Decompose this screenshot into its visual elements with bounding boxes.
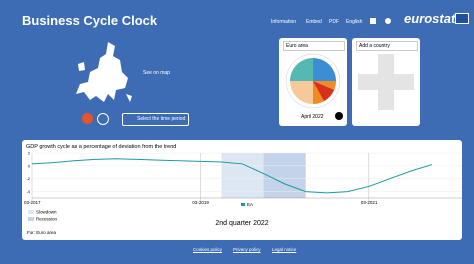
eu-flag bbox=[455, 13, 469, 24]
placeholder bbox=[358, 74, 414, 90]
info-icon[interactable] bbox=[335, 112, 343, 120]
clock bbox=[285, 53, 341, 109]
period: 2nd quarter 2022 bbox=[215, 220, 269, 227]
line bbox=[31, 158, 433, 194]
chart-panel: GDP growth cycle as a percentage of devi… bbox=[22, 140, 462, 240]
x-tick-label: 03-2019 bbox=[192, 200, 209, 205]
y-tick-label: -4 bbox=[26, 189, 30, 194]
play-button[interactable] bbox=[97, 113, 109, 125]
facebook-icon[interactable] bbox=[370, 18, 376, 24]
map-link[interactable]: See on map bbox=[143, 70, 170, 76]
y-tick-label: -2 bbox=[26, 176, 30, 181]
nav-link[interactable]: English bbox=[346, 19, 363, 25]
legend-label: Slowdown bbox=[36, 210, 57, 215]
pause-button[interactable] bbox=[82, 113, 93, 124]
nav-link[interactable]: PDF bbox=[329, 19, 339, 25]
chart-title: GDP growth cycle as a percentage of devi… bbox=[26, 144, 176, 150]
phase-band bbox=[221, 153, 264, 198]
legend-label: EA bbox=[247, 202, 253, 207]
legend-label: Recession bbox=[36, 217, 58, 222]
twitter-icon[interactable] bbox=[385, 18, 391, 24]
clock-panel: Euro area April 2022 bbox=[279, 38, 347, 126]
phase-band bbox=[263, 153, 306, 198]
footer-link[interactable]: Cookies policy bbox=[193, 247, 223, 252]
x-tick-label: 03-2021 bbox=[361, 200, 378, 205]
compare-panel: Add a country bbox=[352, 38, 420, 126]
legend-swatch bbox=[28, 217, 34, 221]
clock-date: April 2022 bbox=[301, 114, 324, 120]
footer-link[interactable]: Legal notice bbox=[272, 247, 297, 252]
chart: GDP growth cycle as a percentage of devi… bbox=[24, 144, 462, 222]
selection: For: Euro area bbox=[27, 230, 57, 235]
dropdown[interactable]: Add a country bbox=[356, 41, 418, 51]
x-tick-label: 03-2017 bbox=[24, 200, 41, 205]
footer-link[interactable]: Privacy policy bbox=[233, 247, 261, 252]
nav-link[interactable]: Embed bbox=[306, 19, 322, 25]
y-tick-label: 0 bbox=[28, 163, 31, 168]
time-button[interactable]: Select the time period bbox=[122, 113, 190, 126]
logo[interactable]: eurostat bbox=[404, 11, 456, 26]
legend-swatch bbox=[28, 210, 34, 214]
y-tick-label: 2 bbox=[28, 151, 31, 156]
app-title: Business Cycle Clock bbox=[22, 13, 158, 28]
map[interactable] bbox=[70, 38, 140, 108]
nav-link[interactable]: Information bbox=[271, 19, 297, 25]
dropdown[interactable]: Euro area bbox=[283, 41, 345, 51]
legend-swatch bbox=[241, 203, 245, 206]
